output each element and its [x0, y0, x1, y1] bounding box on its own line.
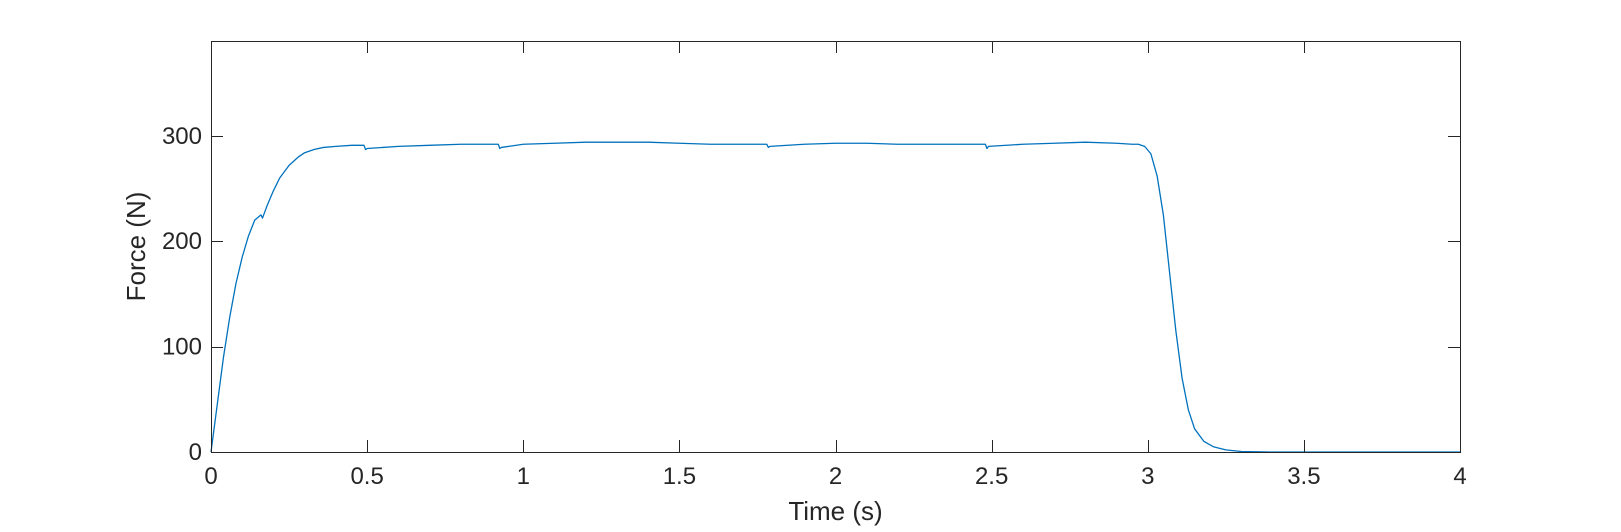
x-tick-label: 3.5: [1287, 463, 1320, 490]
y-tick-label: 200: [162, 228, 202, 255]
series-line-0: [210, 141, 1460, 453]
x-tick-label: 4: [1453, 463, 1466, 490]
x-tick-label: 1: [517, 463, 530, 490]
x-tick-label: 2: [829, 463, 842, 490]
y-tick-label: 0: [189, 439, 202, 466]
x-axis-label: Time (s): [788, 496, 882, 526]
y-axis-label: Force (N): [121, 192, 151, 302]
series-layer: [210, 141, 1460, 453]
x-tick-label: 0: [204, 463, 217, 490]
y-tick-label: 100: [162, 334, 202, 361]
plot-area: [211, 41, 1460, 452]
x-tick-label: 1.5: [663, 463, 696, 490]
y-tick-label: 300: [162, 123, 202, 150]
x-tick-label: 2.5: [975, 463, 1008, 490]
x-tick-label: 0.5: [350, 463, 383, 490]
axes-box: [211, 41, 1461, 453]
x-tick-label: 3: [1141, 463, 1154, 490]
tick-labels-layer: 0 0.5 1 1.5 2 2.5 3 3.5 4 0 100 200 300: [162, 123, 1467, 490]
